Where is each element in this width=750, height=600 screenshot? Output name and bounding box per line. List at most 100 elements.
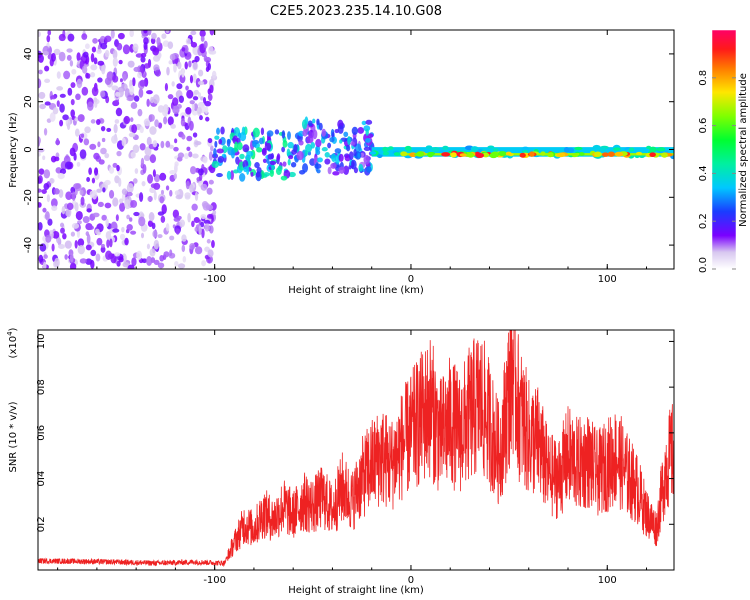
spectrogram-cell: [102, 187, 106, 193]
spectrogram-cell: [70, 98, 75, 106]
spectrogram-cell: [133, 211, 140, 217]
spectrogram-cell: [180, 112, 186, 118]
spectrogram-cell: [276, 153, 281, 161]
spectrogram-cell: [119, 78, 123, 83]
spectrogram-cell: [77, 245, 85, 255]
spectrogram-cell: [287, 141, 294, 149]
spectrogram-cell: [337, 125, 344, 134]
spectrogram-cell: [165, 30, 170, 34]
spectrogram-cell: [73, 183, 81, 190]
spectrogram-cell: [118, 256, 124, 263]
spectrogram-cell: [79, 149, 87, 160]
spectrogram-cell: [206, 213, 214, 219]
spectrogram-cell: [193, 103, 199, 111]
spectrogram-cell: [50, 95, 57, 100]
spectrogram-cell: [38, 78, 42, 89]
spectrogram-cell: [363, 125, 371, 132]
spectrogram-cell: [119, 202, 126, 212]
spectrogram-cell: [119, 233, 126, 241]
spectrogram-cell: [189, 243, 196, 250]
spectrogram-cell: [42, 261, 47, 269]
spectrogram-cell: [124, 237, 129, 246]
spectrogram-cell: [614, 151, 624, 157]
spectrogram-cell: [115, 107, 123, 117]
spectrogram-cell: [574, 146, 583, 151]
spectrogram-cell: [81, 33, 88, 40]
spectrogram-cell: [185, 107, 192, 115]
spectrogram-cell: [63, 70, 71, 80]
spectrogram-cell: [90, 64, 98, 71]
spectrogram-cell: [146, 256, 153, 266]
spectrogram-cell: [306, 135, 314, 144]
spectrogram-cell: [101, 64, 106, 75]
spectrogram-cell: [104, 152, 110, 159]
spectrogram-region: [38, 30, 218, 269]
spectrogram-cell: [58, 244, 65, 250]
spectrogram-cell: [200, 221, 205, 228]
spectrogram-cell: [166, 66, 170, 76]
spectrogram-cell: [315, 149, 321, 156]
spectrogram-cell: [97, 201, 104, 208]
spectrogram-cell: [121, 137, 127, 147]
spectrogram-cell: [287, 131, 291, 140]
spectrogram-cell: [238, 132, 242, 139]
spectrogram-cell: [214, 135, 220, 140]
spectrogram-cell: [181, 47, 186, 52]
spectrogram-cell: [207, 88, 211, 95]
spectrogram-marks: [38, 30, 674, 269]
spectrogram-cell: [129, 85, 135, 96]
spectrogram-cell: [88, 167, 93, 175]
spectrogram-cell: [71, 222, 80, 229]
spectrogram-cell: [124, 199, 132, 210]
spectrogram-cell: [81, 86, 89, 96]
spectrogram-cell: [208, 179, 214, 185]
spectrogram-cell: [127, 264, 135, 269]
spectrogram-cell: [74, 239, 78, 249]
spectrogram-cell: [280, 175, 288, 181]
spectrogram-cell: [65, 209, 70, 217]
spectrogram-cell: [126, 224, 133, 231]
spectrogram-cell: [149, 126, 157, 135]
spectrogram-cell: [250, 171, 254, 177]
spectrogram-cell: [189, 184, 194, 193]
spectrogram-cell: [367, 133, 374, 139]
spectrogram-cell: [216, 148, 224, 154]
spectrogram-cell: [153, 174, 161, 183]
spectrogram-cell: [314, 163, 322, 169]
spectrogram-cell: [296, 150, 304, 161]
spectrogram-cell: [122, 73, 127, 82]
colorbar: 0.0 0.2 0.4 0.6 0.8 Normalized spectral ampl…: [698, 29, 749, 273]
spectrogram-cell: [156, 37, 161, 46]
snr-marks: [38, 330, 674, 568]
spectrogram-cell: [38, 148, 45, 153]
spectrogram-cell: [628, 147, 635, 152]
colorbar-tick-label: 0.2: [698, 213, 709, 229]
spectrogram-cell: [161, 33, 167, 39]
spectrogram-cell: [69, 147, 76, 157]
spectrogram-cell: [71, 68, 77, 75]
spectrogram-cell: [656, 147, 666, 152]
spectrogram-cell: [467, 152, 475, 158]
spectrogram-cell: [126, 191, 133, 197]
spectrogram-cell: [112, 49, 118, 60]
spectrogram-cell: [201, 228, 205, 239]
spectrogram-cell: [193, 217, 200, 224]
colorbar-tick-label: 0.8: [698, 70, 709, 86]
spectrogram-cell: [194, 141, 202, 146]
spectrogram-cell: [258, 137, 264, 145]
spectrogram-cell: [262, 158, 267, 163]
spectrogram-cell: [38, 31, 41, 37]
spectrogram-cell: [312, 118, 316, 124]
spectrogram-cell: [179, 219, 186, 228]
spectrogram-cell: [69, 252, 74, 263]
spectrogram-cell: [347, 136, 351, 146]
spectrogram-cell: [51, 243, 55, 252]
spectrogram-cell: [261, 147, 267, 156]
spectrogram-cell: [42, 207, 47, 213]
spectrogram-cell: [661, 152, 668, 158]
spectrogram-cell: [115, 91, 121, 97]
spectrogram-cell: [45, 234, 52, 243]
spectrogram-cell: [43, 254, 48, 259]
spectrogram-cell: [174, 161, 179, 167]
spectrogram-cell: [75, 210, 83, 221]
